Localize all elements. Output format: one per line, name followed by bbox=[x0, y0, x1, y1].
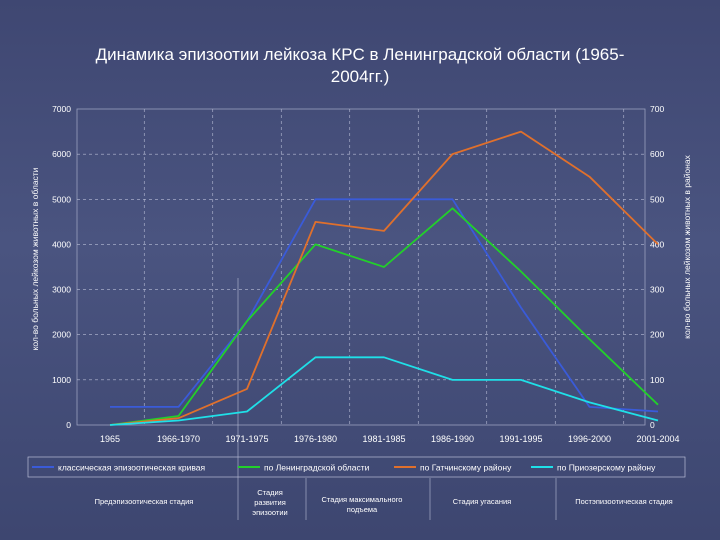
series-line-2 bbox=[109, 207, 659, 426]
y-axis-title-right: кол-во больных лейкозом животных в район… bbox=[682, 154, 692, 338]
y-tick-left: 0 bbox=[66, 420, 71, 430]
x-tick-label: 1976-1980 bbox=[294, 434, 337, 444]
series-line-3 bbox=[109, 130, 659, 426]
x-tick-label: 1965 bbox=[100, 434, 120, 444]
plot-area bbox=[76, 108, 646, 426]
x-tick-label: 1981-1985 bbox=[362, 434, 405, 444]
y-tick-right: 700 bbox=[650, 104, 664, 114]
legend-label: по Ленинградской области bbox=[264, 463, 370, 473]
legend-label: классическая эпизоотическая кривая bbox=[58, 463, 205, 473]
x-tick-label: 1966-1970 bbox=[157, 434, 200, 444]
x-tick-label: 1986-1990 bbox=[431, 434, 474, 444]
legend-box bbox=[27, 456, 686, 478]
y-tick-right: 300 bbox=[650, 285, 664, 295]
chart-title-line-2: 2004гг.) bbox=[330, 67, 390, 86]
x-tick-label: 1996-2000 bbox=[568, 434, 611, 444]
y-tick-right: 200 bbox=[650, 330, 664, 340]
y-tick-right: 100 bbox=[650, 375, 664, 385]
legend-label: по Гатчинскому району bbox=[420, 463, 512, 473]
stage-label-development: Стадия развития эпизоотии bbox=[252, 488, 288, 517]
chart-title-line-1: Динамика эпизоотии лейкоза КРС в Ленингр… bbox=[95, 45, 625, 64]
stage-label-pre-epizootic: Предэпизоотическая стадия bbox=[94, 497, 194, 506]
stage-label-maximum-rise: Стадия максимального подъема bbox=[321, 495, 403, 514]
y-tick-left: 5000 bbox=[52, 194, 71, 204]
y-tick-left: 3000 bbox=[52, 285, 71, 295]
y-axis-title-left: кол-во больных лейкозом животных в облас… bbox=[30, 167, 40, 350]
legend-label: по Приозерскому району bbox=[557, 463, 656, 473]
x-tick-label: 2001-2004 bbox=[636, 434, 679, 444]
y-tick-left: 7000 bbox=[52, 104, 71, 114]
chart-title: Динамика эпизоотии лейкоза КРС в Ленингр… bbox=[20, 44, 700, 88]
x-tick-label: 1991-1995 bbox=[499, 434, 542, 444]
y-tick-left: 6000 bbox=[52, 149, 71, 159]
y-tick-left: 4000 bbox=[52, 239, 71, 249]
stage-label-decline: Стадия угасания bbox=[452, 497, 512, 506]
y-tick-right: 0 bbox=[650, 420, 655, 430]
y-tick-left: 2000 bbox=[52, 330, 71, 340]
stage-label-post-epizootic: Постэпизоотическая стадия bbox=[575, 497, 673, 506]
x-tick-label: 1971-1975 bbox=[225, 434, 268, 444]
series-line-4 bbox=[109, 356, 659, 426]
y-tick-left: 1000 bbox=[52, 375, 71, 385]
y-tick-right: 500 bbox=[650, 194, 664, 204]
series-line-1 bbox=[110, 198, 659, 413]
y-tick-right: 600 bbox=[650, 149, 664, 159]
